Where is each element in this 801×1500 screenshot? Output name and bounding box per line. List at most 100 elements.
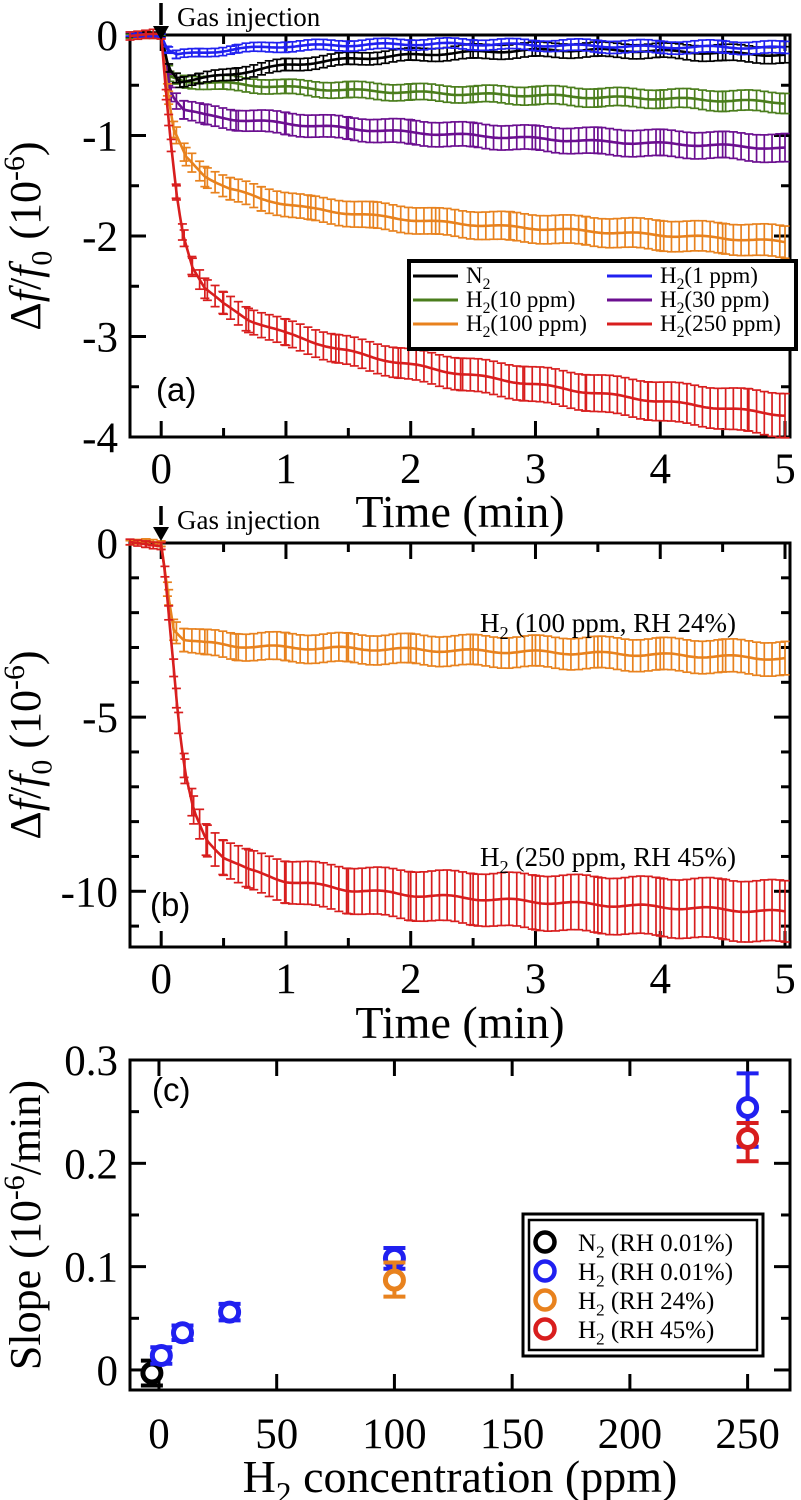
data-point (382, 1268, 406, 1292)
x-tick-label: 250 (715, 1411, 780, 1458)
x-tick-label: 5 (774, 446, 796, 493)
plot-frame (128, 541, 792, 949)
data-point (171, 1321, 195, 1345)
legend-marker (533, 1317, 557, 1341)
x-axis-label: H2 concentration (ppm) (243, 1451, 678, 1500)
y-axis-label: Δf/f0 (10-6) (0, 141, 58, 330)
y-tick-label: 0 (97, 1348, 119, 1395)
gas-injection-annotation-a: Gas injection (153, 2, 321, 40)
panel-a: 0 1 2 3 4 5 0 -1 -2 -3 -4 N2 H2(1 ppm) H2(10 ppm) H2(3… (0, 2, 798, 537)
series-a-4 (125, 31, 790, 260)
legend-marker (533, 1230, 557, 1254)
y-tick-label: -5 (82, 695, 118, 742)
series-line (129, 32, 786, 150)
axes-b: 0 1 2 3 4 5 0 -5 -10 (61, 521, 796, 1003)
legend-c: N2 (RH 0.01%)H2 (RH 0.01%)H2 (RH 24%)H2 … (521, 1212, 765, 1358)
y-tick-label: 0 (97, 13, 119, 60)
gas-injection-annotation-b: Gas injection (153, 505, 321, 541)
legend-label: H2(250 ppm) (660, 311, 781, 341)
y-axis-label: Slope (10-6/min) (0, 1080, 50, 1370)
series-c-2 (382, 1260, 406, 1299)
y-tick-label: -4 (82, 415, 118, 462)
annotation: H2 (100 ppm, RH 24%) (480, 608, 736, 643)
panel-letter: (a) (156, 371, 196, 408)
series-a-3 (125, 30, 790, 164)
gas-injection-label: Gas injection (177, 2, 321, 32)
legend-marker (533, 1288, 557, 1312)
series-a-5 (125, 28, 790, 439)
x-tick-label: 2 (400, 446, 422, 493)
series-c-3 (736, 1121, 760, 1164)
gas-injection-label: Gas injection (177, 505, 321, 535)
x-tick-label: 150 (480, 1411, 545, 1458)
series-line (129, 32, 786, 84)
series-line (129, 32, 786, 417)
data-point (736, 1096, 760, 1120)
series-b-1 (125, 538, 790, 943)
y-tick-label: 0.2 (64, 1141, 118, 1188)
series-a-2 (125, 30, 790, 115)
x-tick-label: 3 (525, 446, 547, 493)
data-point (149, 1343, 173, 1367)
y-tick-label: 0.1 (64, 1245, 118, 1292)
y-tick-label: -1 (82, 114, 118, 161)
x-tick-label: 50 (255, 1411, 298, 1458)
panel-b: 0 1 2 3 4 5 0 -5 -10 H2 (100 ppm, RH 24%) H2 (250 … (0, 505, 796, 1048)
plot-frame (128, 1058, 792, 1392)
legend-label: H2 (RH 24%) (578, 1288, 714, 1320)
legend-label: H2(10 ppm) (466, 287, 575, 317)
series-c-1 (149, 1071, 760, 1367)
data-point (218, 1300, 242, 1324)
axes-c: 0 50 100 150 200 250 0 0.1 0.2 0.3 (64, 1038, 792, 1458)
axes-a: 0 1 2 3 4 5 0 -1 -2 -3 -4 (82, 13, 796, 493)
x-tick-label: 1 (275, 446, 297, 493)
x-tick-label: 1 (275, 956, 297, 1003)
series-line (129, 32, 786, 56)
series-line (129, 540, 786, 661)
annotation: H2 (250 ppm, RH 45%) (480, 842, 736, 877)
x-axis-label: Time (min) (355, 486, 564, 537)
data-point (736, 1127, 760, 1151)
x-axis-label: Time (min) (355, 997, 564, 1048)
x-tick-label: 5 (774, 956, 796, 1003)
legend-label: N2 (466, 263, 490, 293)
panel-letter: (b) (150, 886, 190, 923)
x-tick-label: 4 (649, 446, 671, 493)
x-tick-label: 200 (598, 1411, 663, 1458)
panel-letter: (c) (152, 1071, 190, 1108)
legend-label: H2(30 ppm) (660, 287, 769, 317)
y-axis-label: Δf/f0 (10-6) (0, 650, 58, 839)
x-tick-label: 0 (148, 1411, 170, 1458)
series-line (129, 33, 786, 244)
series-b-0 (125, 538, 790, 677)
legend-marker (533, 1259, 557, 1283)
series-a-0 (125, 30, 790, 89)
series-line (129, 540, 786, 914)
down-arrow-icon (153, 26, 169, 40)
x-tick-label: 2 (400, 956, 422, 1003)
legend-box-inner (527, 1218, 759, 1352)
legend-label: H2 (RH 0.01%) (578, 1259, 733, 1291)
series-a-1 (125, 31, 790, 60)
y-tick-label: -3 (82, 315, 118, 362)
data-point (140, 1361, 164, 1385)
legend-label: N2 (RH 0.01%) (578, 1230, 733, 1262)
legend-box (521, 1212, 765, 1358)
x-tick-label: 0 (150, 956, 172, 1003)
down-arrow-icon (153, 527, 169, 541)
y-tick-label: -2 (82, 214, 118, 261)
legend-label: H2 (RH 45%) (578, 1317, 714, 1349)
y-tick-label: -10 (61, 869, 118, 916)
legend-label: H2(100 ppm) (466, 311, 587, 341)
legend-a: N2 H2(1 ppm) H2(10 ppm) H2(30 ppm) H2(100 pp… (407, 259, 798, 351)
x-tick-label: 4 (649, 956, 671, 1003)
series-line (129, 32, 786, 105)
x-tick-label: 3 (525, 956, 547, 1003)
legend-label: H2(1 ppm) (660, 263, 758, 293)
y-tick-label: 0.3 (64, 1038, 118, 1085)
y-tick-label: 0 (97, 521, 119, 568)
x-tick-label: 100 (362, 1411, 427, 1458)
